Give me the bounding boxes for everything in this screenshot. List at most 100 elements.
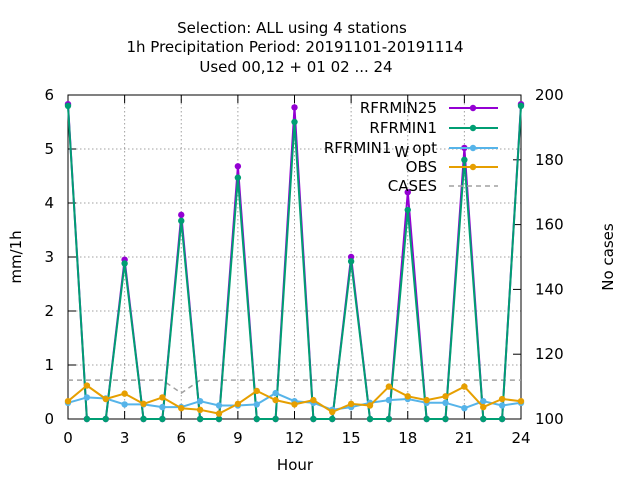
y2-tick-label: 120 [535,345,564,363]
data-point [178,405,185,412]
data-point [272,396,279,404]
data-point [159,415,166,423]
series-4 [68,379,521,394]
data-point [121,260,128,267]
x-tick-label: 18 [398,429,417,447]
x-tick-label: 21 [455,429,474,447]
chart-title-line-3: Used 00,12 + 01 02 ... 24 [199,58,392,76]
data-point [385,383,393,390]
x-tick-label: 0 [63,429,73,447]
legend-label-obs: OBS [406,158,437,176]
x-tick-label: 12 [285,429,304,447]
axis-ticks [67,94,522,420]
y-tick-label: 0 [44,410,54,428]
data-point [121,401,128,408]
data-point [272,415,279,423]
data-point [140,415,147,423]
legend-marker [469,163,477,171]
x-axis-label: Hour [277,456,314,474]
legend-entry-cases: CASES [388,177,498,195]
legend-label-main: RFRMIN1 [324,139,392,157]
series-3 [64,382,525,417]
data-point [442,415,449,423]
legend-entry-rfrmin1: RFRMIN1 [369,119,498,137]
data-point [102,415,109,423]
legend-entry-obs: OBS [406,158,498,176]
data-point [140,400,147,408]
x-tick-label: 9 [233,429,243,447]
data-point [196,397,204,405]
data-point [121,390,128,397]
x-tick-label: 24 [511,429,530,447]
data-point [253,387,260,395]
data-point [178,217,185,225]
data-point [178,211,185,219]
data-point [480,397,487,405]
y2-tick-label: 160 [535,216,564,234]
data-point [310,415,317,423]
data-point [215,415,223,423]
data-point [196,406,204,414]
y2-tick-label: 200 [535,86,564,104]
data-point [347,400,355,408]
data-point [404,393,411,400]
data-point [291,104,298,111]
data-point [83,415,91,423]
data-point [272,389,279,397]
legend-label-cases: CASES [388,177,437,195]
y-tick-label: 6 [44,86,54,104]
data-point [310,396,317,404]
data-point [234,400,242,408]
data-point [215,410,223,417]
y2-tick-label: 140 [535,280,564,298]
data-point [498,415,506,423]
data-point [517,397,525,405]
data-point [366,402,374,409]
legend-marker [469,124,477,132]
grid-lines [68,95,521,419]
data-point [404,189,411,196]
data-point [64,397,72,405]
y-tick-label: 4 [44,194,54,212]
data-point [461,383,468,390]
legend-marker [469,104,477,112]
legend-sample-rfrmin25 [449,104,498,112]
data-point [423,396,430,404]
legend-label-tail: opt [412,139,437,157]
y2-tick-labels: 100 120 140 160 180 200 [535,86,564,428]
data-point [196,415,204,423]
x-tick-label: 15 [342,429,361,447]
data-point [253,401,260,408]
y-tick-label: 5 [44,140,54,158]
legend-entry-rfrmin25: RFRMIN25 [360,99,498,117]
data-point [498,395,506,403]
data-point [480,415,487,423]
legend-sample-rfrmin1-w-opt [449,144,498,152]
data-point [64,102,72,110]
data-point [159,394,166,401]
data-point [347,258,355,265]
y2-tick-label: 180 [535,151,564,169]
data-point [253,415,260,423]
chart-title: Selection: ALL using 4 stations 1h Preci… [126,19,463,76]
y2-tick-label: 100 [535,410,564,428]
data-point [215,402,223,409]
legend-label-rfrmin1: RFRMIN1 [369,119,437,137]
data-point [461,156,468,163]
x-tick-label: 6 [176,429,186,447]
data-point [442,393,449,400]
series-line [68,379,521,394]
data-point [366,415,374,423]
data-point [83,394,91,401]
data-point [498,402,506,409]
data-point [83,382,91,389]
series-1 [64,102,525,423]
data-point [291,401,298,408]
data-point [404,206,411,214]
data-point [329,415,336,423]
legend-sample-obs [449,163,498,171]
